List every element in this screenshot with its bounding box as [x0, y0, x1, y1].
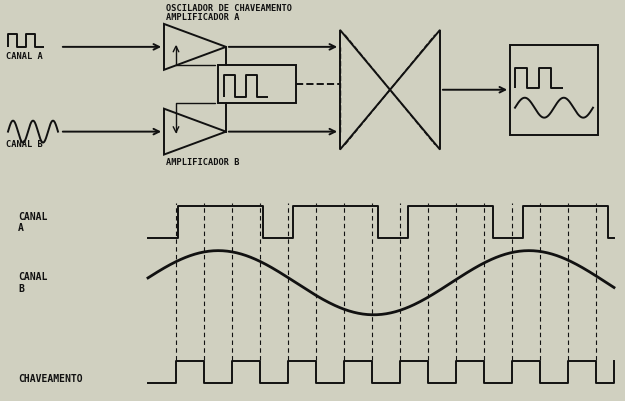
Text: OSCILADOR DE CHAVEAMENTO: OSCILADOR DE CHAVEAMENTO: [166, 4, 292, 13]
Text: CHAVEAMENTO: CHAVEAMENTO: [18, 374, 82, 384]
Bar: [218, 65, 296, 103]
Bar: [510, 45, 598, 135]
Text: CANAL B: CANAL B: [6, 140, 42, 149]
Text: AMPLIFICADOR B: AMPLIFICADOR B: [166, 158, 239, 166]
Text: CANAL A: CANAL A: [6, 52, 42, 61]
Text: AMPLIFICADOR A: AMPLIFICADOR A: [166, 13, 239, 22]
Text: CANAL
B: CANAL B: [18, 272, 48, 294]
Text: CANAL
A: CANAL A: [18, 212, 48, 233]
